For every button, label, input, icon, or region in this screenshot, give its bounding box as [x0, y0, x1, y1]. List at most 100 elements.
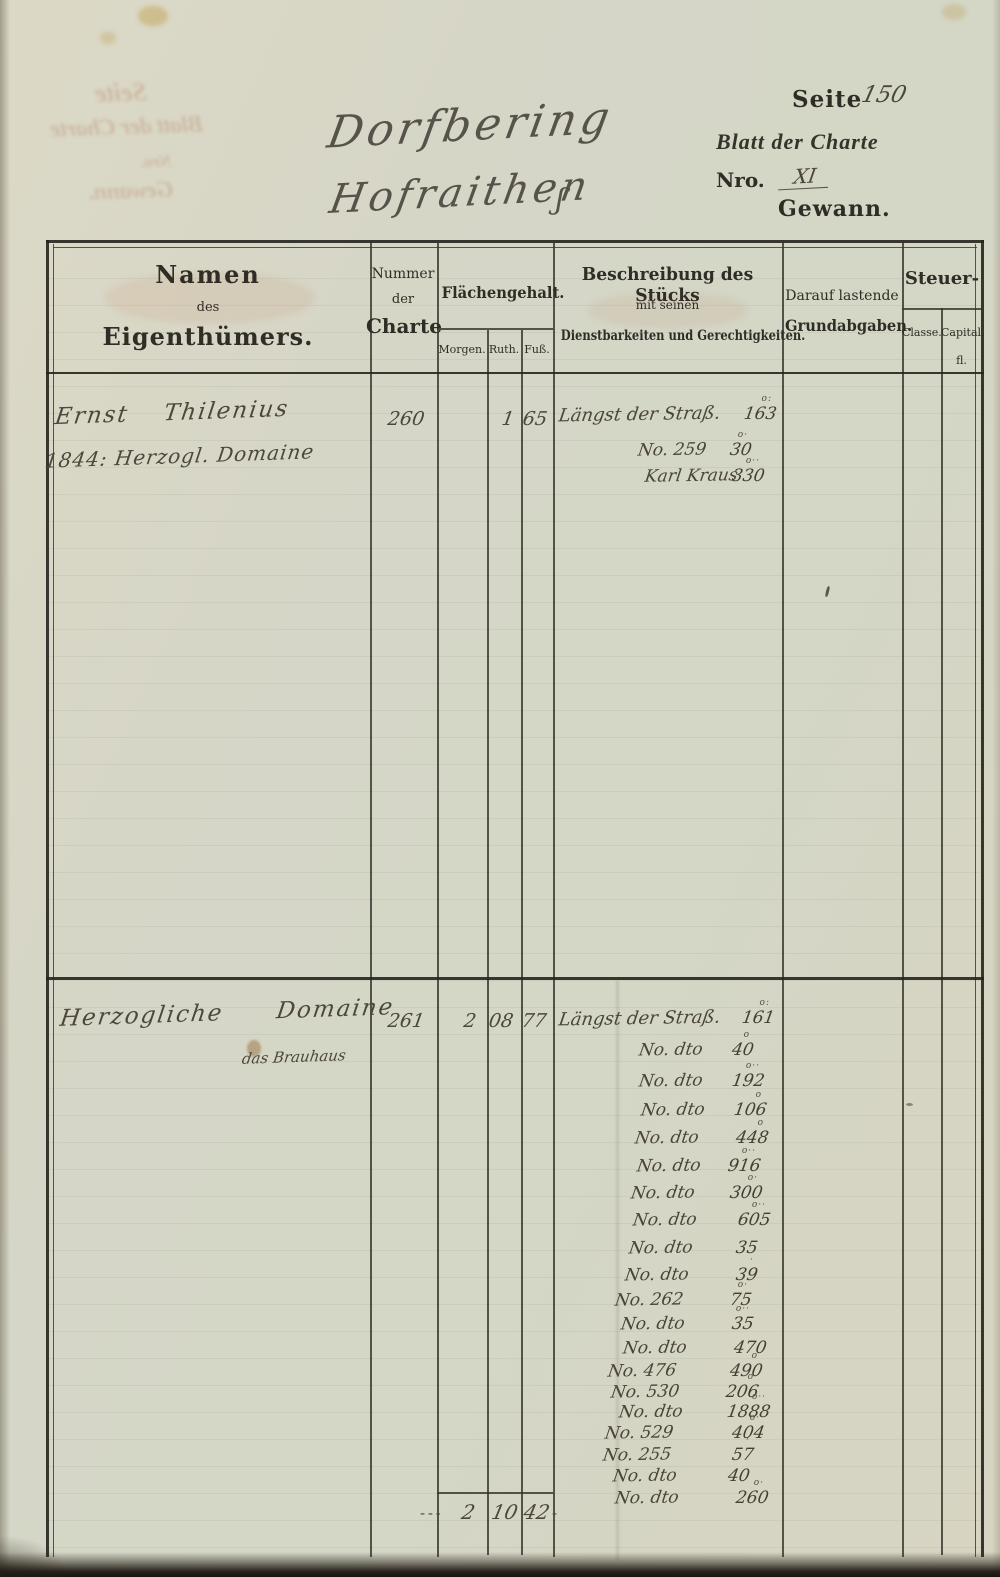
desc-value: 40 — [730, 1040, 756, 1060]
bleedthrough-gewann: Gewann. — [87, 176, 174, 205]
area-subheader-rule — [437, 328, 553, 330]
desc-value: 470 — [731, 1338, 768, 1358]
desc-mark: o·· — [751, 1392, 766, 1402]
desc-mark: o: — [761, 394, 772, 404]
header-tax-fl: fl. — [956, 354, 967, 367]
desc-line: No. 255 57 · — [553, 1435, 780, 1471]
desc-label: No. 259 — [636, 439, 708, 461]
foxing-spot — [942, 4, 966, 20]
row1-owner-line2: 1844: Herzogl. Domaine — [43, 439, 317, 473]
desc-line: No. dto 916 o·· — [553, 1146, 780, 1182]
header-area-morgen: Morgen. — [438, 343, 486, 356]
page-edge-right — [992, 0, 1000, 1577]
desc-line: No. dto 106 o — [553, 1090, 780, 1126]
desc-label: Längst der Straß. — [557, 402, 722, 427]
bleedthrough-smudge — [105, 272, 315, 324]
desc-label: No. 255 — [601, 1444, 673, 1466]
row2-ruth-value: 08 — [487, 1010, 515, 1032]
header-tax: Steuer- — [904, 268, 980, 289]
header-tax-classe: Classe. — [902, 326, 942, 339]
desc-value: 192 — [729, 1071, 766, 1091]
header-charte-line3: Charte — [366, 314, 442, 338]
pen-mark — [906, 1103, 913, 1106]
desc-line: Längst der Straß. 161 o: — [553, 998, 780, 1034]
desc-value: 57 — [730, 1445, 756, 1465]
total-ruth: 10 — [489, 1500, 521, 1524]
desc-label: No. dto — [629, 1182, 697, 1204]
desc-mark: · — [746, 1435, 750, 1445]
desc-mark: o·· — [741, 1146, 756, 1156]
sum-rule — [437, 1492, 553, 1494]
desc-line: No. dto 300 o· — [553, 1173, 780, 1209]
desc-label: No. dto — [617, 1401, 685, 1423]
desc-mark: o·· — [735, 1304, 750, 1314]
sheet-no-label: Nro. — [716, 168, 765, 192]
header-tax-capital: Capital. — [941, 326, 985, 339]
header-charte-line1: Nummer — [371, 266, 435, 282]
desc-line: No. dto 192 o·· — [553, 1061, 780, 1097]
desc-value: 106 — [731, 1100, 768, 1120]
desc-value: 35 — [734, 1238, 760, 1258]
desc-label: No. dto — [611, 1465, 679, 1487]
desc-mark: o — [743, 1030, 750, 1040]
desc-label: No. 530 — [609, 1381, 681, 1403]
area-total-row: - - - 2 10 42 - — [420, 1500, 570, 1530]
foxing-spot — [138, 6, 168, 26]
bleedthrough-smudge — [588, 292, 748, 328]
total-dash-right: - — [552, 1504, 558, 1522]
desc-mark: o — [751, 1351, 758, 1361]
table-border-top-inner — [53, 247, 977, 248]
row2-owner-line2: das Brauhaus — [240, 1046, 348, 1068]
desc-mark: o· — [747, 1173, 758, 1183]
desc-label: No. 529 — [603, 1422, 675, 1444]
paper-crease — [616, 980, 619, 1560]
col-line-owner-charte — [370, 240, 372, 1557]
row1-ruth-value: 1 — [500, 408, 516, 430]
desc-line: No. dto 260 o· — [553, 1478, 780, 1514]
desc-line: No. 530 206 o — [553, 1372, 780, 1408]
gewann-label: Gewann. — [778, 196, 891, 222]
desc-value: 163 — [741, 404, 778, 424]
col-line-charges-tax — [902, 240, 904, 1557]
page-edge-bottom — [0, 1552, 1000, 1577]
header-area: Flächengehalt. — [441, 283, 565, 302]
header-charges-line1: Darauf lastende — [785, 288, 899, 304]
col-line-ruth-fuss — [521, 330, 523, 1555]
row-divider-rule — [46, 977, 984, 980]
col-line-morgen-ruth — [487, 330, 489, 1555]
sheet-number: XI — [778, 162, 832, 191]
header-charges-line2: Grundabgaben. — [784, 316, 913, 335]
desc-mark: o· — [753, 1478, 764, 1488]
header-desc-line3: Dienstbarkeiten und Gerechtigkeiten. — [560, 328, 806, 344]
col-line-area-desc — [553, 240, 555, 1557]
desc-line: No. 476 490 o — [553, 1351, 780, 1387]
desc-mark: o·· — [745, 456, 760, 466]
desc-value: 605 — [735, 1210, 772, 1230]
desc-line: No. dto 40 o — [553, 1030, 780, 1066]
desc-mark: o — [747, 1372, 754, 1382]
desc-mark: o·· — [745, 1061, 760, 1071]
desc-mark: o·· — [751, 1200, 766, 1210]
header-desc-line2: mit seinen — [635, 298, 700, 312]
desc-line: No. dto 1888 o·· — [553, 1392, 780, 1428]
header-area-ruth: Ruth. — [488, 343, 520, 356]
total-morgen: 2 — [459, 1500, 478, 1524]
desc-label: No. dto — [627, 1237, 695, 1259]
table-border-top — [46, 240, 984, 243]
desc-value: 330 — [729, 466, 766, 486]
table-border-left-inner — [53, 244, 54, 1557]
desc-value: 260 — [733, 1488, 770, 1508]
row2-charte-number: 261 — [386, 1010, 427, 1032]
desc-line: Karl Kraus 330 o·· — [553, 456, 780, 492]
tax-subheader-rule — [902, 308, 982, 310]
desc-line: No. dto 35 o·· — [553, 1304, 780, 1340]
desc-label: No. dto — [637, 1070, 705, 1092]
desc-mark: o — [757, 1118, 764, 1128]
desc-mark: · — [750, 1255, 754, 1265]
header-owner-line2: des — [196, 300, 220, 315]
desc-line: No. dto 448 o — [553, 1118, 780, 1154]
page-label: Seite — [792, 86, 863, 113]
desc-label: Karl Kraus — [643, 465, 739, 487]
desc-label: Längst der Straß. — [557, 1006, 722, 1031]
header-desc-line1: Beschreibung des Stücks — [581, 264, 754, 306]
